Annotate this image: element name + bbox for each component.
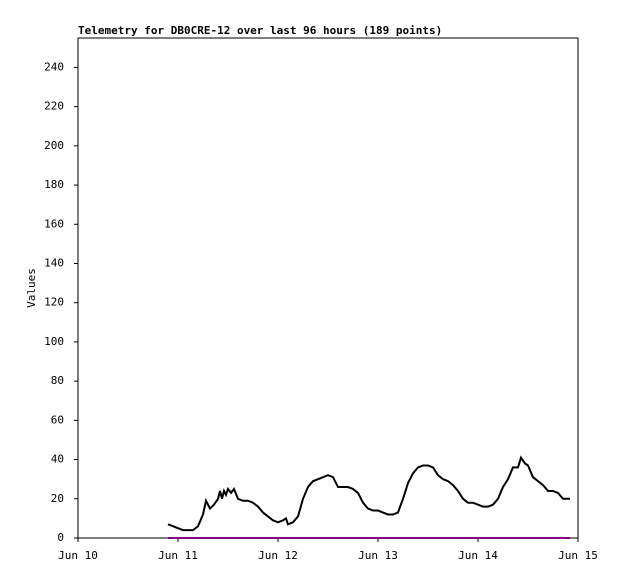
plot-frame xyxy=(77,37,579,539)
y-tick-label: 200 xyxy=(44,139,64,152)
y-tick-label: 220 xyxy=(44,100,64,113)
y-tick-label: 60 xyxy=(51,413,64,426)
x-tick-label: Jun 10 xyxy=(58,549,98,562)
y-tick-label: 120 xyxy=(44,296,64,309)
y-tick-label: 100 xyxy=(44,335,64,348)
y-axis-label: Values xyxy=(25,268,38,308)
y-tick-label: 0 xyxy=(57,531,64,544)
y-tick-label: 180 xyxy=(44,178,64,191)
y-tick-label: 20 xyxy=(51,492,64,505)
x-tick-label: Jun 14 xyxy=(458,549,498,562)
y-tick-label: 140 xyxy=(44,256,64,269)
data-line xyxy=(167,455,570,532)
y-tick-label: 240 xyxy=(44,60,64,73)
y-tick-label: 80 xyxy=(51,374,64,387)
x-tick-label: Jun 11 xyxy=(158,549,198,562)
chart-title: Telemetry for DB0CRE-12 over last 96 hou… xyxy=(78,24,442,37)
x-tick-label: Jun 13 xyxy=(358,549,398,562)
x-tick-label: Jun 15 xyxy=(558,549,598,562)
x-tick-label: Jun 12 xyxy=(258,549,298,562)
y-tick-label: 160 xyxy=(44,217,64,230)
y-tick-label: 40 xyxy=(51,453,64,466)
